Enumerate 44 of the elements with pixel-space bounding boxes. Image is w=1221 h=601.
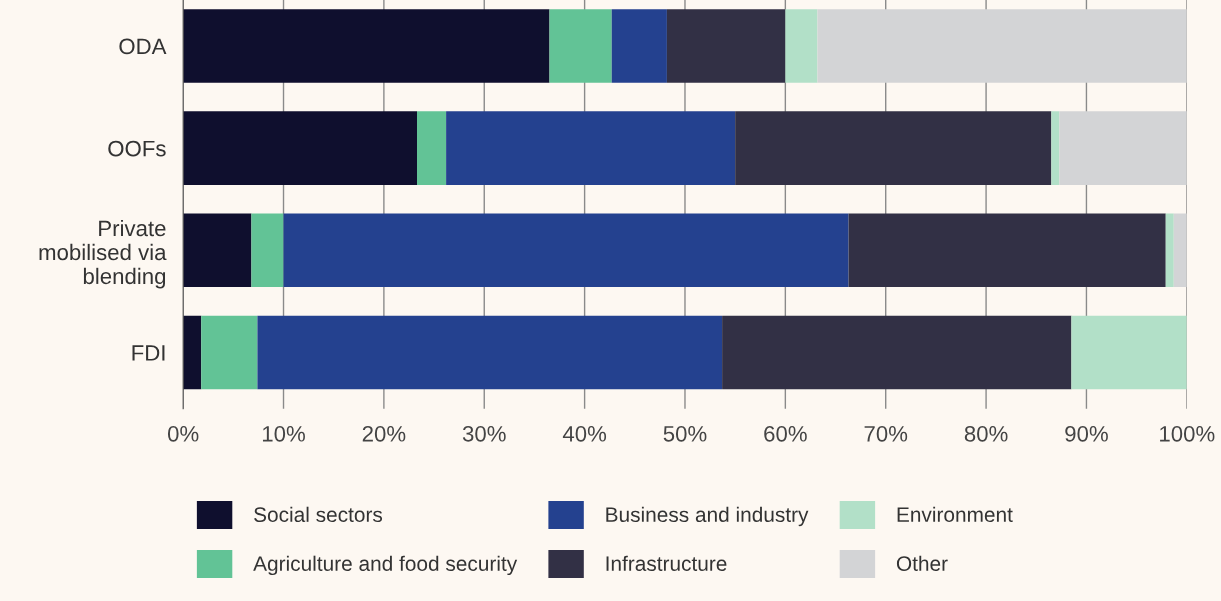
bar: [251, 213, 284, 288]
legend-label: Infrastructure: [606, 555, 727, 571]
bar: [1173, 213, 1187, 288]
y-tick-label: ODA: [119, 38, 167, 55]
bar: [446, 111, 736, 185]
bar: [183, 315, 202, 390]
legend-label: Business and industry: [606, 506, 809, 527]
bar: [283, 213, 849, 288]
legend-label: Other: [896, 555, 948, 571]
bar: [257, 315, 723, 390]
bar: [1071, 315, 1187, 390]
x-tick-label: 20%: [362, 425, 406, 442]
x-tick-label: 90%: [1065, 425, 1108, 442]
bar: [1059, 111, 1187, 185]
bar: [722, 315, 1072, 390]
bar: [183, 111, 417, 185]
legend-label: Social sectors: [254, 506, 383, 523]
bar: [785, 9, 818, 83]
x-tick-label: 70%: [864, 425, 908, 442]
bar: [183, 9, 550, 83]
x-tick-label: 100%: [1160, 425, 1215, 442]
bar: [1051, 111, 1060, 185]
bar: [735, 111, 1052, 185]
y-tick-label: OOFs: [108, 140, 166, 157]
x-tick-label: 40%: [562, 425, 607, 442]
bar: [1165, 213, 1174, 288]
bar: [201, 315, 258, 390]
bar: [549, 9, 612, 83]
bar: [848, 213, 1166, 288]
x-tick-label: 50%: [663, 425, 707, 442]
y-tick-label: FDI: [132, 345, 165, 361]
legend-label: Environment: [897, 506, 1013, 523]
bar: [666, 9, 786, 83]
bar: [817, 9, 1187, 83]
y-tick-label: Private mobilised via blending: [39, 219, 167, 289]
x-tick-label: 80%: [964, 425, 1008, 442]
bar: [417, 111, 447, 185]
legend-label: Agriculture and food security: [253, 555, 518, 576]
x-tick-label: 60%: [764, 425, 807, 442]
x-tick-label: 30%: [462, 425, 506, 442]
bar: [183, 213, 252, 288]
bar: [611, 9, 667, 83]
x-tick-label: 10%: [262, 425, 305, 442]
x-tick-label: 0%: [167, 425, 199, 442]
